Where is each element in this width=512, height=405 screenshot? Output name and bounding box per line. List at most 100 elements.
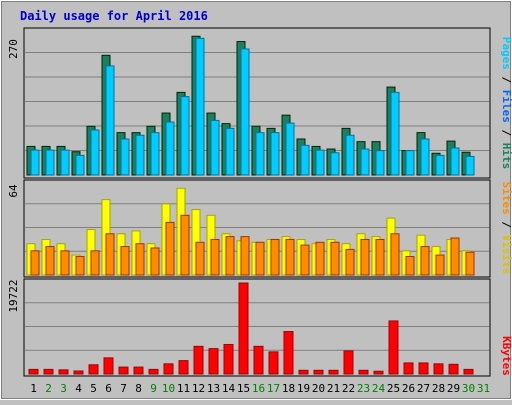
legend-files: Files (500, 90, 512, 123)
bar-files-day-29 (450, 147, 460, 176)
bar-sites-day-undefined (165, 221, 175, 276)
bar-files-day-12 (195, 37, 205, 176)
bar-files-day-22 (345, 134, 355, 176)
bar-files-day-9 (150, 132, 160, 176)
bar-kbytes-day-undefined (433, 363, 444, 375)
panel1-legend: Pages / Files / Hits (500, 37, 512, 170)
panel2-ymax-label: 64 (7, 184, 20, 198)
bar-files-day-8 (135, 134, 145, 176)
bar-files-day-15 (240, 48, 250, 176)
bar-kbytes-day-undefined (298, 369, 309, 375)
bar-sites-day-undefined (210, 238, 220, 276)
bar-kbytes-day-undefined (208, 348, 219, 375)
day-tick-label: 12 (192, 382, 205, 395)
bar-sites-day-undefined (120, 246, 130, 276)
day-tick-label: 15 (237, 382, 250, 395)
day-tick-label: 2 (45, 382, 52, 395)
bar-files-day-27 (420, 138, 430, 176)
bar-files-day-4 (75, 154, 85, 176)
bar-kbytes-day-undefined (358, 369, 369, 375)
bar-sites-day-undefined (270, 238, 280, 276)
bar-sites-day-undefined (465, 251, 475, 276)
bar-kbytes-day-undefined (403, 362, 414, 375)
day-tick-label: 14 (222, 382, 236, 395)
bar-sites-day-undefined (345, 248, 355, 276)
bar-kbytes-day-undefined (448, 363, 459, 375)
bar-files-day-7 (120, 138, 130, 176)
bar-sites-day-undefined (240, 236, 250, 276)
panel1-ymax-label: 270 (7, 39, 20, 59)
bar-files-day-11 (180, 96, 190, 176)
bar-files-day-13 (210, 119, 220, 176)
bar-files-day-6 (105, 65, 115, 176)
day-tick-label: 25 (387, 382, 400, 395)
day-tick-label: 1 (30, 382, 37, 395)
bar-kbytes-day-undefined (163, 363, 174, 375)
bar-files-day-10 (165, 121, 175, 176)
day-tick-label: 20 (312, 382, 325, 395)
day-tick-label: 27 (417, 382, 430, 395)
bar-files-day-30 (465, 155, 475, 176)
legend-visits: Visits (500, 235, 512, 275)
bar-files-day-28 (435, 154, 445, 176)
bar-sites-day-undefined (105, 233, 115, 276)
day-tick-label: 10 (162, 382, 175, 395)
day-tick-label: 16 (252, 382, 265, 395)
bar-kbytes-day-undefined (463, 368, 474, 375)
bar-files-day-3 (60, 149, 70, 176)
bar-files-day-2 (45, 149, 55, 176)
bar-kbytes-day-undefined (148, 368, 159, 375)
day-tick-label: 6 (105, 382, 112, 395)
bar-kbytes-day-undefined (418, 362, 429, 375)
day-tick-label: 11 (177, 382, 190, 395)
day-tick-label: 26 (402, 382, 415, 395)
day-tick-label: 18 (282, 382, 295, 395)
day-tick-label: 30 (462, 382, 475, 395)
day-tick-label: 3 (60, 382, 67, 395)
bar-kbytes-day-undefined (28, 368, 39, 375)
bar-kbytes-day-undefined (268, 351, 279, 375)
bar-kbytes-day-undefined (133, 366, 144, 375)
chart-frame-shadow (1, 1, 511, 399)
day-tick-label: 7 (120, 382, 127, 395)
legend-pages: Pages (500, 37, 512, 70)
bar-sites-day-undefined (375, 238, 385, 276)
bar-kbytes-day-undefined (223, 343, 234, 375)
bar-sites-day-undefined (405, 256, 415, 276)
day-tick-label: 22 (342, 382, 355, 395)
bar-kbytes-day-undefined (253, 345, 264, 375)
bar-kbytes-day-undefined (283, 331, 294, 375)
bar-sites-day-undefined (360, 238, 370, 276)
bar-sites-day-undefined (60, 250, 70, 276)
bar-sites-day-undefined (450, 237, 460, 276)
bar-sites-day-undefined (45, 246, 55, 276)
bar-sites-day-undefined (390, 233, 400, 276)
bar-sites-day-undefined (180, 214, 190, 276)
legend-sites: Sites (500, 182, 512, 215)
bar-files-day-21 (330, 152, 340, 176)
bar-kbytes-day-undefined (118, 366, 129, 375)
bar-files-day-14 (225, 127, 235, 176)
bar-files-day-20 (315, 149, 325, 176)
bar-sites-day-undefined (420, 246, 430, 276)
bar-kbytes-day-undefined (193, 345, 204, 375)
bar-files-day-17 (270, 132, 280, 176)
bar-files-day-23 (360, 148, 370, 176)
day-tick-label: 21 (327, 382, 340, 395)
legend-kbytes: KBytes (500, 336, 512, 376)
bar-kbytes-day-undefined (373, 370, 384, 375)
panel2-legend: Sites / Visits (500, 182, 512, 275)
day-tick-labels: 1 2 3 4 5 6 7 8 9 10 11 12 13 14 15 16 17 18 19 20 21 22 23 24 2… (30, 382, 490, 395)
bar-kbytes-day-undefined (43, 368, 54, 375)
day-tick-label: 13 (207, 382, 220, 395)
bar-sites-day-undefined (300, 244, 310, 276)
bar-sites-day-undefined (30, 250, 40, 276)
day-tick-label: 9 (150, 382, 157, 395)
day-tick-label: 28 (432, 382, 445, 395)
bar-files-day-26 (405, 150, 415, 176)
bar-files-day-24 (375, 150, 385, 176)
bar-kbytes-day-undefined (58, 369, 69, 375)
bar-kbytes-day-undefined (313, 369, 324, 375)
